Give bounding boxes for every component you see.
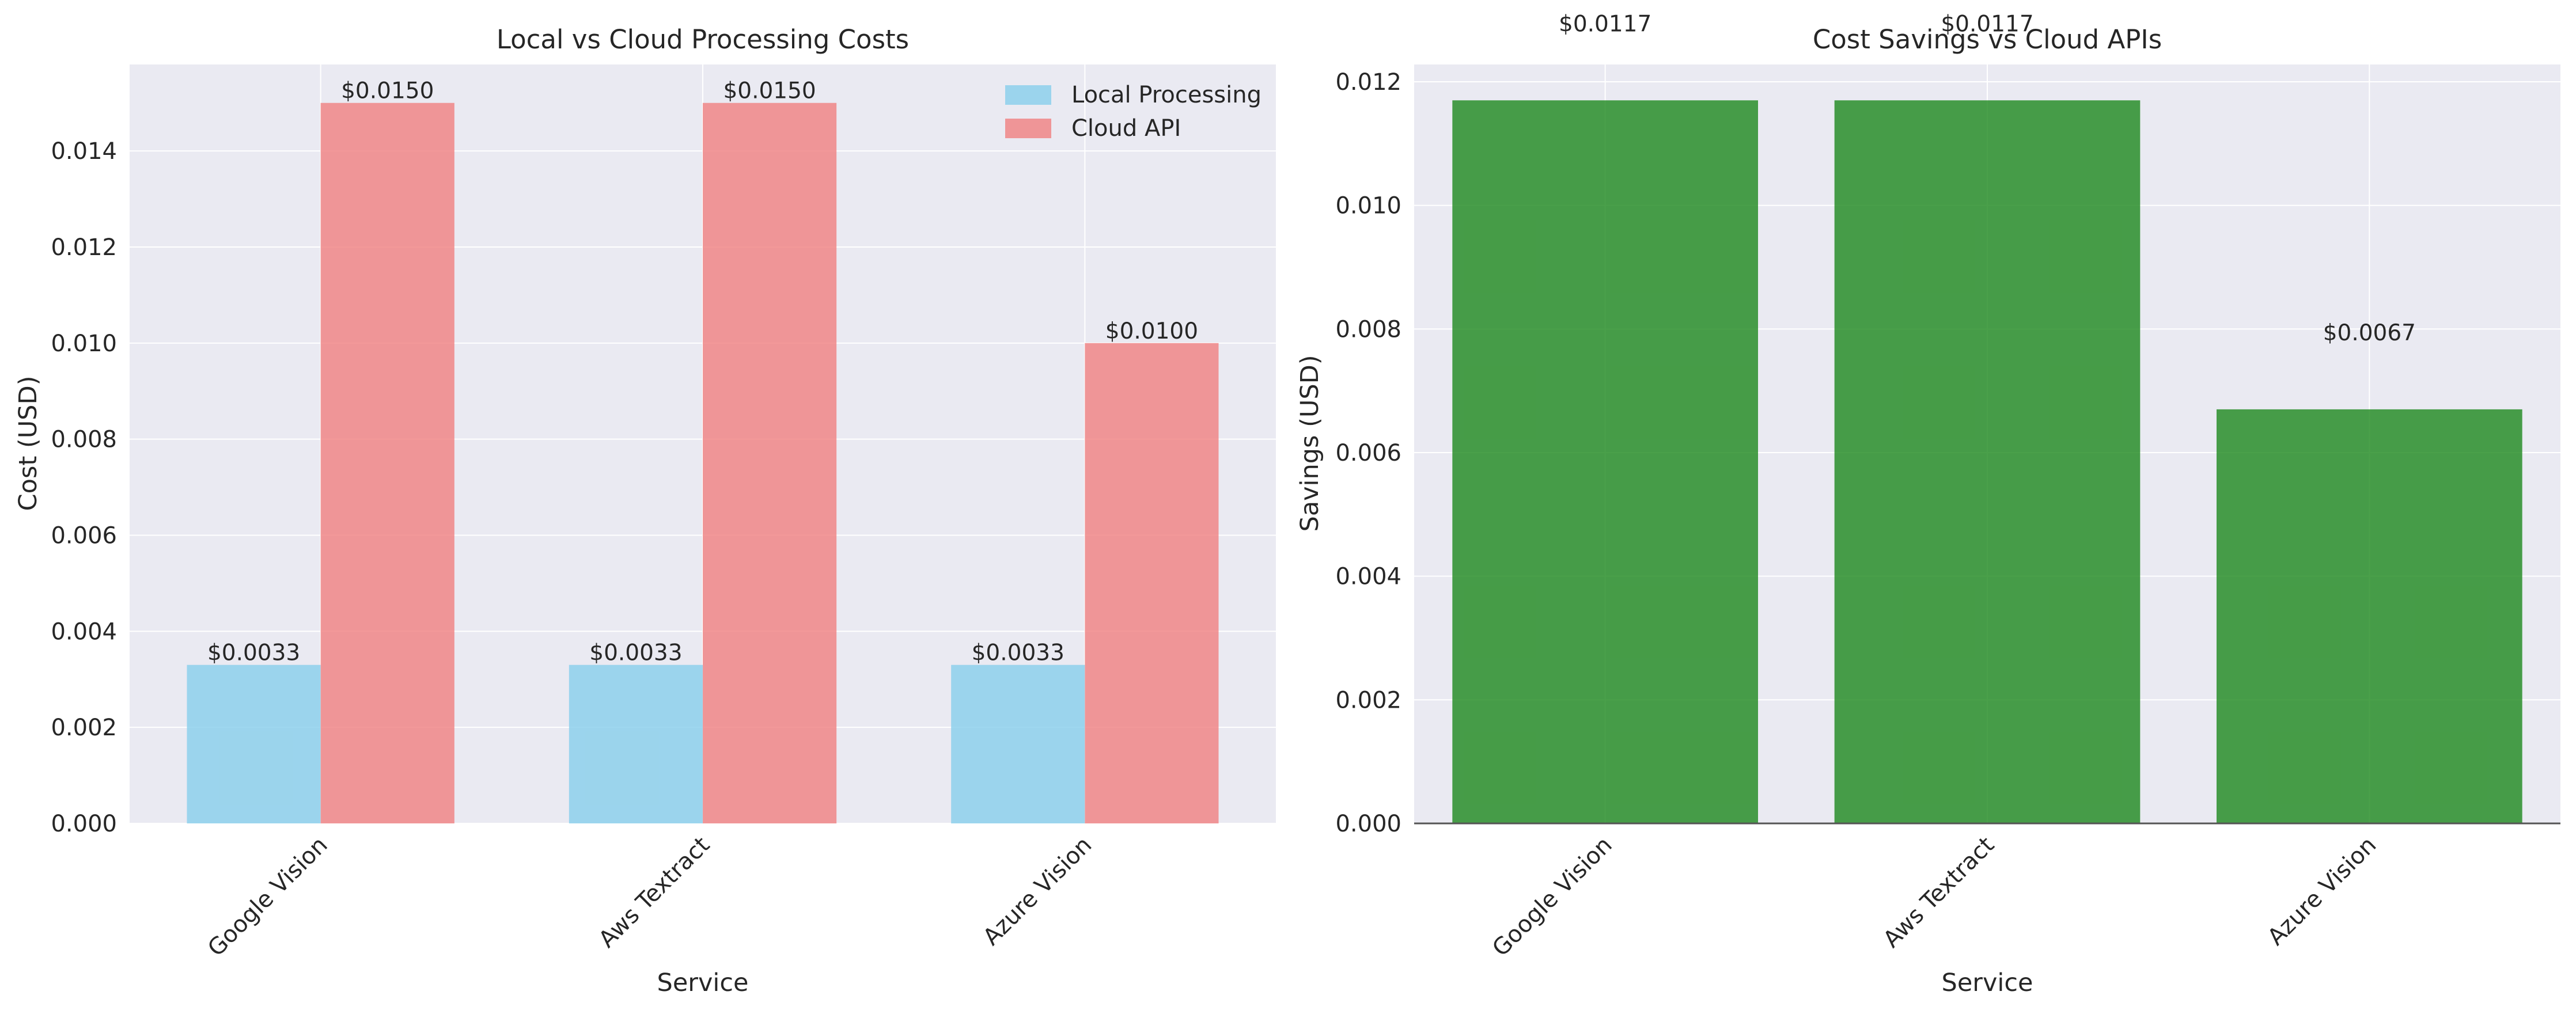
data-label: $0.0117	[1559, 11, 1651, 37]
y-tick-label: 0.004	[1335, 564, 1401, 590]
bar-local-processing-aws-textract	[569, 664, 703, 823]
y-axis-label: Cost (USD)	[14, 376, 43, 511]
data-label: $0.0100	[1105, 318, 1198, 344]
x-axis-label: Service	[657, 969, 749, 997]
data-label: $0.0033	[207, 640, 300, 666]
x-tick-label: Aws Textract	[594, 832, 715, 953]
bars	[1452, 100, 2522, 823]
legend-label-local: Local Processing	[1071, 82, 1262, 108]
y-tick-label: 0.014	[51, 138, 117, 165]
x-tick-label: Google Vision	[1487, 832, 1617, 962]
data-label: $0.0067	[2323, 320, 2416, 346]
y-axis-label: Savings (USD)	[1295, 355, 1324, 531]
x-axis-label: Service	[1942, 969, 2033, 997]
y-tick-label: 0.012	[51, 234, 117, 261]
legend-label-cloud: Cloud API	[1071, 115, 1181, 142]
y-tick-label: 0.004	[51, 618, 117, 645]
y-tick-label: 0.002	[1335, 687, 1401, 713]
bar-savings-aws-textract	[1834, 100, 2141, 823]
x-tick-label: Azure Vision	[2263, 832, 2381, 951]
x-tick-label: Azure Vision	[978, 832, 1097, 951]
data-labels: $0.0033 $0.0033 $0.0033 $0.0150 $0.0150 $0.01…	[207, 78, 1198, 666]
data-label: $0.0117	[1941, 11, 2033, 37]
legend: Local Processing Cloud API	[1005, 82, 1262, 142]
legend-swatch-cloud	[1005, 119, 1051, 138]
y-tick-label: 0.010	[51, 331, 117, 357]
x-tick-labels: Google Vision Aws Textract Azure Vision	[203, 832, 1097, 962]
y-tick-labels: 0.000 0.002 0.004 0.006 0.008 0.010 0.012	[1335, 69, 1401, 837]
bar-local-processing-google-vision	[187, 664, 321, 823]
x-tick-labels: Google Vision Aws Textract Azure Vision	[1487, 832, 2381, 962]
y-tick-label: 0.008	[1335, 316, 1401, 343]
savings-chart: 0.000 0.002 0.004 0.006 0.008 0.010 0.012 Goog…	[1295, 11, 2560, 997]
bar-cloud-api-google-vision	[320, 102, 454, 824]
bar-cloud-api-aws-textract	[703, 102, 837, 824]
data-label: $0.0150	[341, 78, 434, 104]
cost-comparison-chart: 0.000 0.002 0.004 0.006 0.008 0.010 0.012 0.014…	[14, 24, 1276, 997]
y-tick-label: 0.002	[51, 715, 117, 741]
chart-title: Local vs Cloud Processing Costs	[497, 24, 909, 55]
y-tick-label: 0.000	[51, 811, 117, 837]
y-tick-label: 0.000	[1335, 811, 1401, 837]
x-tick-label: Aws Textract	[1878, 832, 1999, 953]
data-labels: $0.0117 $0.0117 $0.0067	[1559, 11, 2416, 346]
y-tick-label: 0.006	[51, 522, 117, 549]
legend-swatch-local	[1005, 85, 1051, 105]
y-tick-labels: 0.000 0.002 0.004 0.006 0.008 0.010 0.012 0.014	[51, 138, 117, 837]
data-label: $0.0150	[723, 78, 816, 104]
data-label: $0.0033	[972, 640, 1065, 666]
y-tick-label: 0.008	[51, 427, 117, 453]
data-label: $0.0033	[589, 640, 682, 666]
y-tick-label: 0.006	[1335, 440, 1401, 466]
bar-savings-google-vision	[1452, 100, 1758, 823]
bar-cloud-api-azure-vision	[1085, 343, 1219, 823]
y-tick-label: 0.012	[1335, 69, 1401, 96]
bars	[187, 102, 1219, 824]
bar-local-processing-azure-vision	[951, 664, 1085, 823]
chart-title: Cost Savings vs Cloud APIs	[1813, 24, 2162, 55]
y-tick-label: 0.010	[1335, 193, 1401, 219]
bar-savings-azure-vision	[2217, 409, 2522, 823]
x-tick-label: Google Vision	[203, 832, 333, 962]
